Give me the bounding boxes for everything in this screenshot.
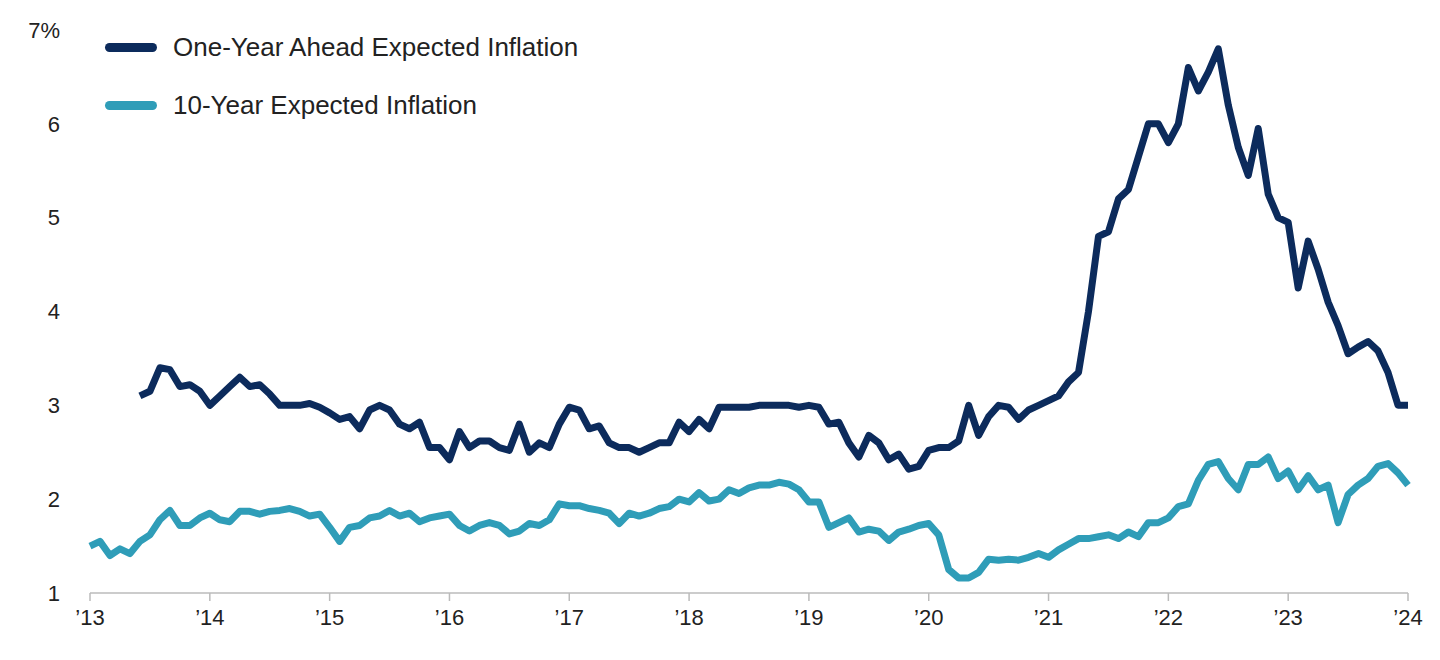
svg-text:’24: ’24 (1393, 605, 1422, 630)
html-text:10-Year Expected Inflation: 10-Year Expected Inflation (173, 89, 477, 120)
svg-text:’14: ’14 (195, 605, 224, 630)
svg-text:’15: ’15 (315, 605, 344, 630)
html-text:One-Year Ahead Expected Inflat: One-Year Ahead Expected Inflation (173, 31, 579, 62)
svg-text:’18: ’18 (674, 605, 703, 630)
svg-text:’19: ’19 (794, 605, 823, 630)
svg-text:1: 1 (48, 581, 60, 606)
svg-text:2: 2 (48, 487, 60, 512)
svg-text:’23: ’23 (1274, 605, 1303, 630)
svg-text:’16: ’16 (435, 605, 464, 630)
svg-text:6: 6 (48, 112, 60, 137)
svg-text:’13: ’13 (75, 605, 104, 630)
svg-text:’20: ’20 (914, 605, 943, 630)
svg-text:3: 3 (48, 393, 60, 418)
svg-text:’17: ’17 (555, 605, 584, 630)
svg-text:4: 4 (48, 299, 60, 324)
svg-text:’22: ’22 (1154, 605, 1183, 630)
svg-text:5: 5 (48, 205, 60, 230)
svg-text:7%: 7% (28, 18, 60, 43)
svg-text:’21: ’21 (1034, 605, 1063, 630)
